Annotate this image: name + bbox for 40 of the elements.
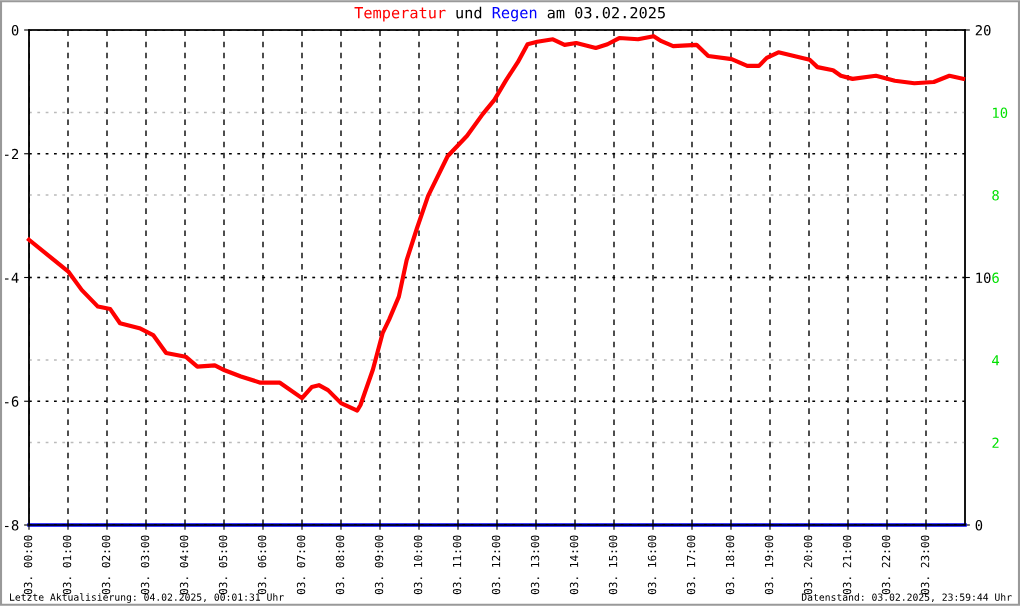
y3-tick-label: 8 (992, 190, 999, 201)
x-tick-label: 03. 21:00 (842, 535, 852, 595)
y2-tick-label: 10 (976, 272, 991, 284)
text: Datenstand: 03.02.2025, 23:59:44 Uhr (801, 593, 1012, 603)
x-tick-label: 03. 23:00 (920, 535, 930, 595)
x-tick-label: 03. 15:00 (608, 535, 618, 595)
y-tick-label: -4 (4, 272, 19, 283)
x-tick-label: 03. 16:00 (647, 535, 657, 595)
y3-tick-label: 4 (992, 355, 1000, 366)
chart-title: Temperatur und Regen am 03.02.2025 (354, 6, 665, 22)
x-tick-label: 03. 22:00 (881, 535, 891, 595)
x-tick-label: 03. 09:00 (374, 535, 384, 595)
y-tick-label: -2 (4, 148, 19, 160)
y3-tick-label: 10 (993, 107, 1008, 119)
y2-tick-label: 20 (975, 25, 991, 36)
x-tick-label: 03. 01:00 (62, 535, 72, 595)
x-tick-label: 03. 05:00 (218, 535, 228, 595)
line-series (26, 34, 966, 413)
x-tick-label: 03. 10:00 (413, 535, 423, 595)
x-tick-label: 03. 03:00 (140, 535, 150, 595)
x-tick-label: 03. 14:00 (569, 535, 579, 595)
x-tick-label: 03. 08:00 (335, 535, 345, 595)
x-tick-label: 03. 19:00 (764, 535, 774, 595)
y-tick-label: 0 (11, 25, 19, 36)
x-tick-label: 03. 13:00 (530, 535, 540, 595)
x-tick-label: 03. 18:00 (725, 535, 735, 595)
x-tick-label: 03. 00:00 (23, 535, 33, 595)
x-tick-label: 03. 02:00 (101, 535, 111, 595)
x-tick-label: 03. 11:00 (452, 535, 462, 595)
x-tick-label: 03. 04:00 (179, 535, 189, 595)
y3-tick-label: 2 (992, 437, 999, 448)
y2-tick-label: 0 (975, 520, 983, 531)
x-tick-label: 03. 17:00 (686, 535, 696, 595)
x-tick-label: 03. 20:00 (803, 535, 813, 595)
x-tick-label: 03. 07:00 (296, 535, 306, 595)
x-tick-label: 03. 12:00 (491, 535, 501, 595)
y3-tick-label: 6 (992, 272, 999, 284)
y-tick-label: -8 (4, 520, 19, 531)
y-tick-label: -6 (4, 396, 19, 407)
x-tick-label: 03. 06:00 (257, 535, 267, 595)
